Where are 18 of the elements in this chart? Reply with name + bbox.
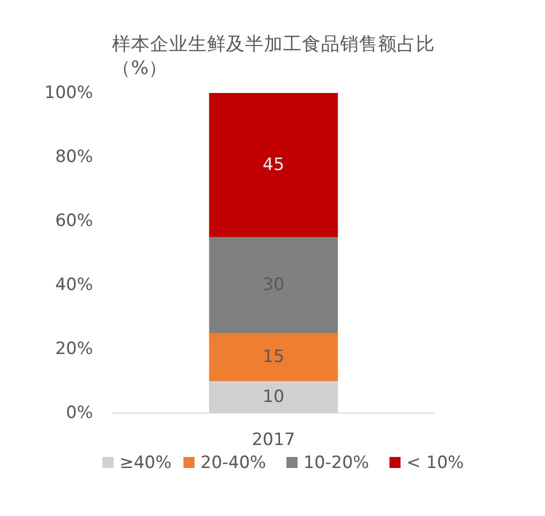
y-tick-label: 0% — [66, 403, 93, 423]
y-tick-label: 20% — [55, 339, 93, 359]
bar — [209, 333, 338, 381]
legend-label: ≥40% — [120, 453, 172, 473]
y-tick-label: 80% — [55, 147, 93, 167]
legend-label: < 10% — [406, 453, 464, 473]
y-tick-label: 100% — [44, 83, 93, 103]
data-label: 15 — [262, 347, 284, 367]
y-tick-label: 60% — [55, 211, 93, 231]
legend-label: 10-20% — [304, 453, 370, 473]
x-tick-label: 2017 — [252, 430, 296, 450]
bar — [209, 93, 338, 237]
data-label: 10 — [262, 387, 284, 407]
data-label: 45 — [262, 155, 284, 175]
legend-label: 20-40% — [200, 453, 266, 473]
bar — [209, 237, 338, 333]
y-tick-label: 40% — [55, 275, 93, 295]
chart-title: 样本企业生鲜及半加工食品销售额占比（%） — [112, 33, 436, 81]
